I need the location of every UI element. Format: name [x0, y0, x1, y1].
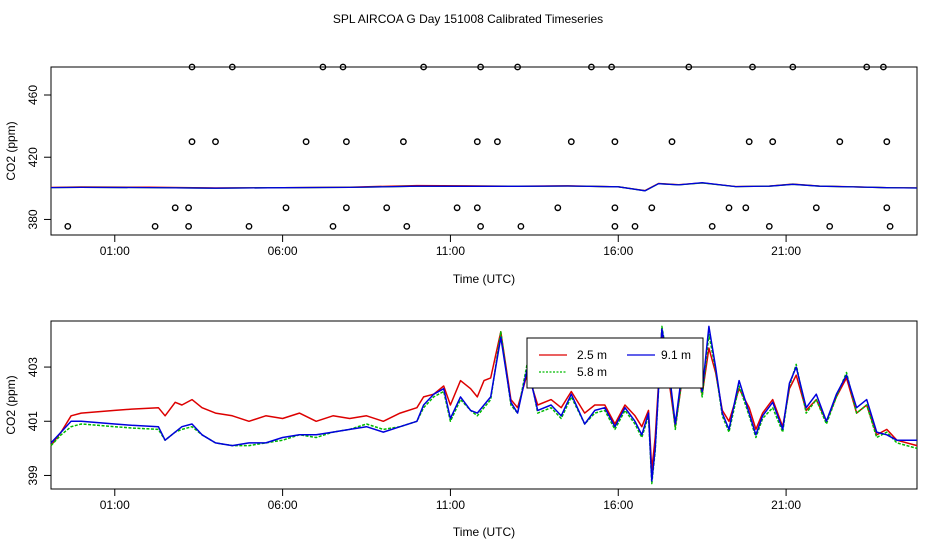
bottom-x-tick-label: 01:00: [100, 498, 130, 512]
legend: 2.5 m 5.8 m 9.1 m: [526, 337, 704, 389]
calibration-point: [342, 204, 350, 212]
calibration-point: [212, 138, 219, 146]
calibration-point: [588, 63, 595, 71]
calibration-point: [608, 63, 615, 71]
calibration-point: [789, 63, 797, 71]
top-calibration-points: [64, 63, 894, 230]
calibration-point: [611, 204, 619, 212]
bottom-series-2-5-m: [50, 328, 918, 471]
top-x-tick-label: 16:00: [603, 244, 633, 258]
calibration-point: [342, 138, 350, 146]
calibration-point: [399, 138, 407, 146]
top-y-axis-label: CO2 (ppm): [4, 121, 18, 180]
bottom-y-tick-label: 399: [26, 465, 40, 485]
legend-box: [526, 337, 704, 389]
calibration-point: [812, 204, 820, 212]
calibration-point: [228, 63, 236, 71]
calibration-point: [185, 204, 193, 212]
calibration-point: [769, 138, 777, 146]
top-x-axis-label: Time (UTC): [453, 272, 515, 286]
bottom-x-tick-label: 11:00: [436, 498, 465, 512]
calibration-point: [631, 222, 639, 230]
calibration-point: [745, 138, 753, 146]
calibration-point: [473, 138, 481, 146]
calibration-point: [319, 63, 327, 71]
bottom-y-axis-label: CO2 (ppm): [4, 375, 18, 434]
panel-top-frame: [50, 66, 918, 236]
calibration-point: [517, 222, 525, 230]
calibration-point: [64, 222, 72, 230]
bottom-x-axis-label: Time (UTC): [453, 525, 515, 539]
calibration-point: [477, 222, 484, 230]
calibration-point: [329, 222, 337, 230]
top-x-tick-label: 06:00: [268, 244, 298, 258]
panel-bottom-frame: [50, 320, 918, 490]
calibration-point: [383, 204, 391, 212]
panel-top: Time (UTC) CO2 (ppm) 01:00 06:00 11:00 16:0…: [4, 63, 918, 286]
calibration-point: [749, 63, 756, 71]
bottom-axes: 01:00 06:00 11:00 16:00 21:00 399 401 403: [26, 357, 801, 512]
calibration-point: [477, 63, 484, 71]
top-series-group: [50, 182, 918, 192]
calibration-point: [863, 63, 871, 71]
calibration-point: [554, 204, 562, 212]
figure-title: SPL AIRCOA G Day 151008 Calibrated Times…: [333, 12, 603, 26]
calibration-point: [611, 138, 619, 146]
calibration-point: [514, 63, 521, 71]
top-x-tick-label: 11:00: [436, 244, 465, 258]
calibration-point: [567, 138, 575, 146]
calibration-point: [171, 204, 179, 212]
bottom-x-tick-label: 16:00: [603, 498, 633, 512]
calibration-point: [611, 222, 619, 230]
bottom-x-tick-label: 21:00: [771, 498, 801, 512]
calibration-point: [302, 138, 310, 146]
calibration-point: [765, 222, 773, 230]
calibration-point: [883, 204, 891, 212]
top-y-tick-label: 460: [26, 85, 40, 105]
calibration-point: [188, 63, 196, 71]
bottom-y-tick-label: 403: [26, 357, 40, 377]
calibration-point: [245, 222, 253, 230]
calibration-point: [185, 222, 193, 230]
calibration-point: [742, 204, 750, 212]
top-y-tick-label: 380: [26, 209, 40, 229]
calibration-point: [473, 204, 481, 212]
bottom-series-9-1-m: [50, 325, 917, 482]
legend-label-5-8m: 5.8 m: [577, 365, 607, 379]
legend-label-9-1m: 9.1 m: [661, 348, 691, 362]
bottom-x-tick-label: 06:00: [268, 498, 298, 512]
calibration-point: [668, 138, 676, 146]
top-x-tick-label: 21:00: [771, 244, 801, 258]
calibration-point: [151, 222, 159, 230]
calibration-point: [708, 222, 716, 230]
top-x-tick-label: 01:00: [100, 244, 130, 258]
panel-bottom: Time (UTC) CO2 (ppm) 01:00 06:00 11:00 16:0…: [4, 320, 918, 539]
calibration-point: [685, 63, 693, 71]
calibration-point: [282, 204, 290, 212]
legend-label-2-5m: 2.5 m: [577, 348, 607, 362]
calibration-point: [836, 138, 844, 146]
top-series-9-1-m: [50, 182, 918, 192]
calibration-point: [420, 63, 427, 71]
bottom-y-tick-label: 401: [26, 411, 40, 431]
top-y-tick-label: 420: [26, 147, 40, 167]
calibration-point: [493, 138, 501, 146]
calibration-point: [188, 138, 196, 146]
calibration-point: [403, 222, 411, 230]
calibration-point: [880, 63, 887, 71]
calibration-point: [339, 63, 347, 71]
calibration-point: [648, 204, 656, 212]
calibration-point: [453, 204, 461, 212]
calibration-point: [883, 138, 891, 146]
top-axes: 01:00 06:00 11:00 16:00 21:00 380 420 460: [26, 85, 801, 258]
calibration-point: [826, 222, 834, 230]
calibration-point: [886, 222, 894, 230]
calibration-point: [725, 204, 733, 212]
bottom-series-group: [50, 325, 918, 485]
